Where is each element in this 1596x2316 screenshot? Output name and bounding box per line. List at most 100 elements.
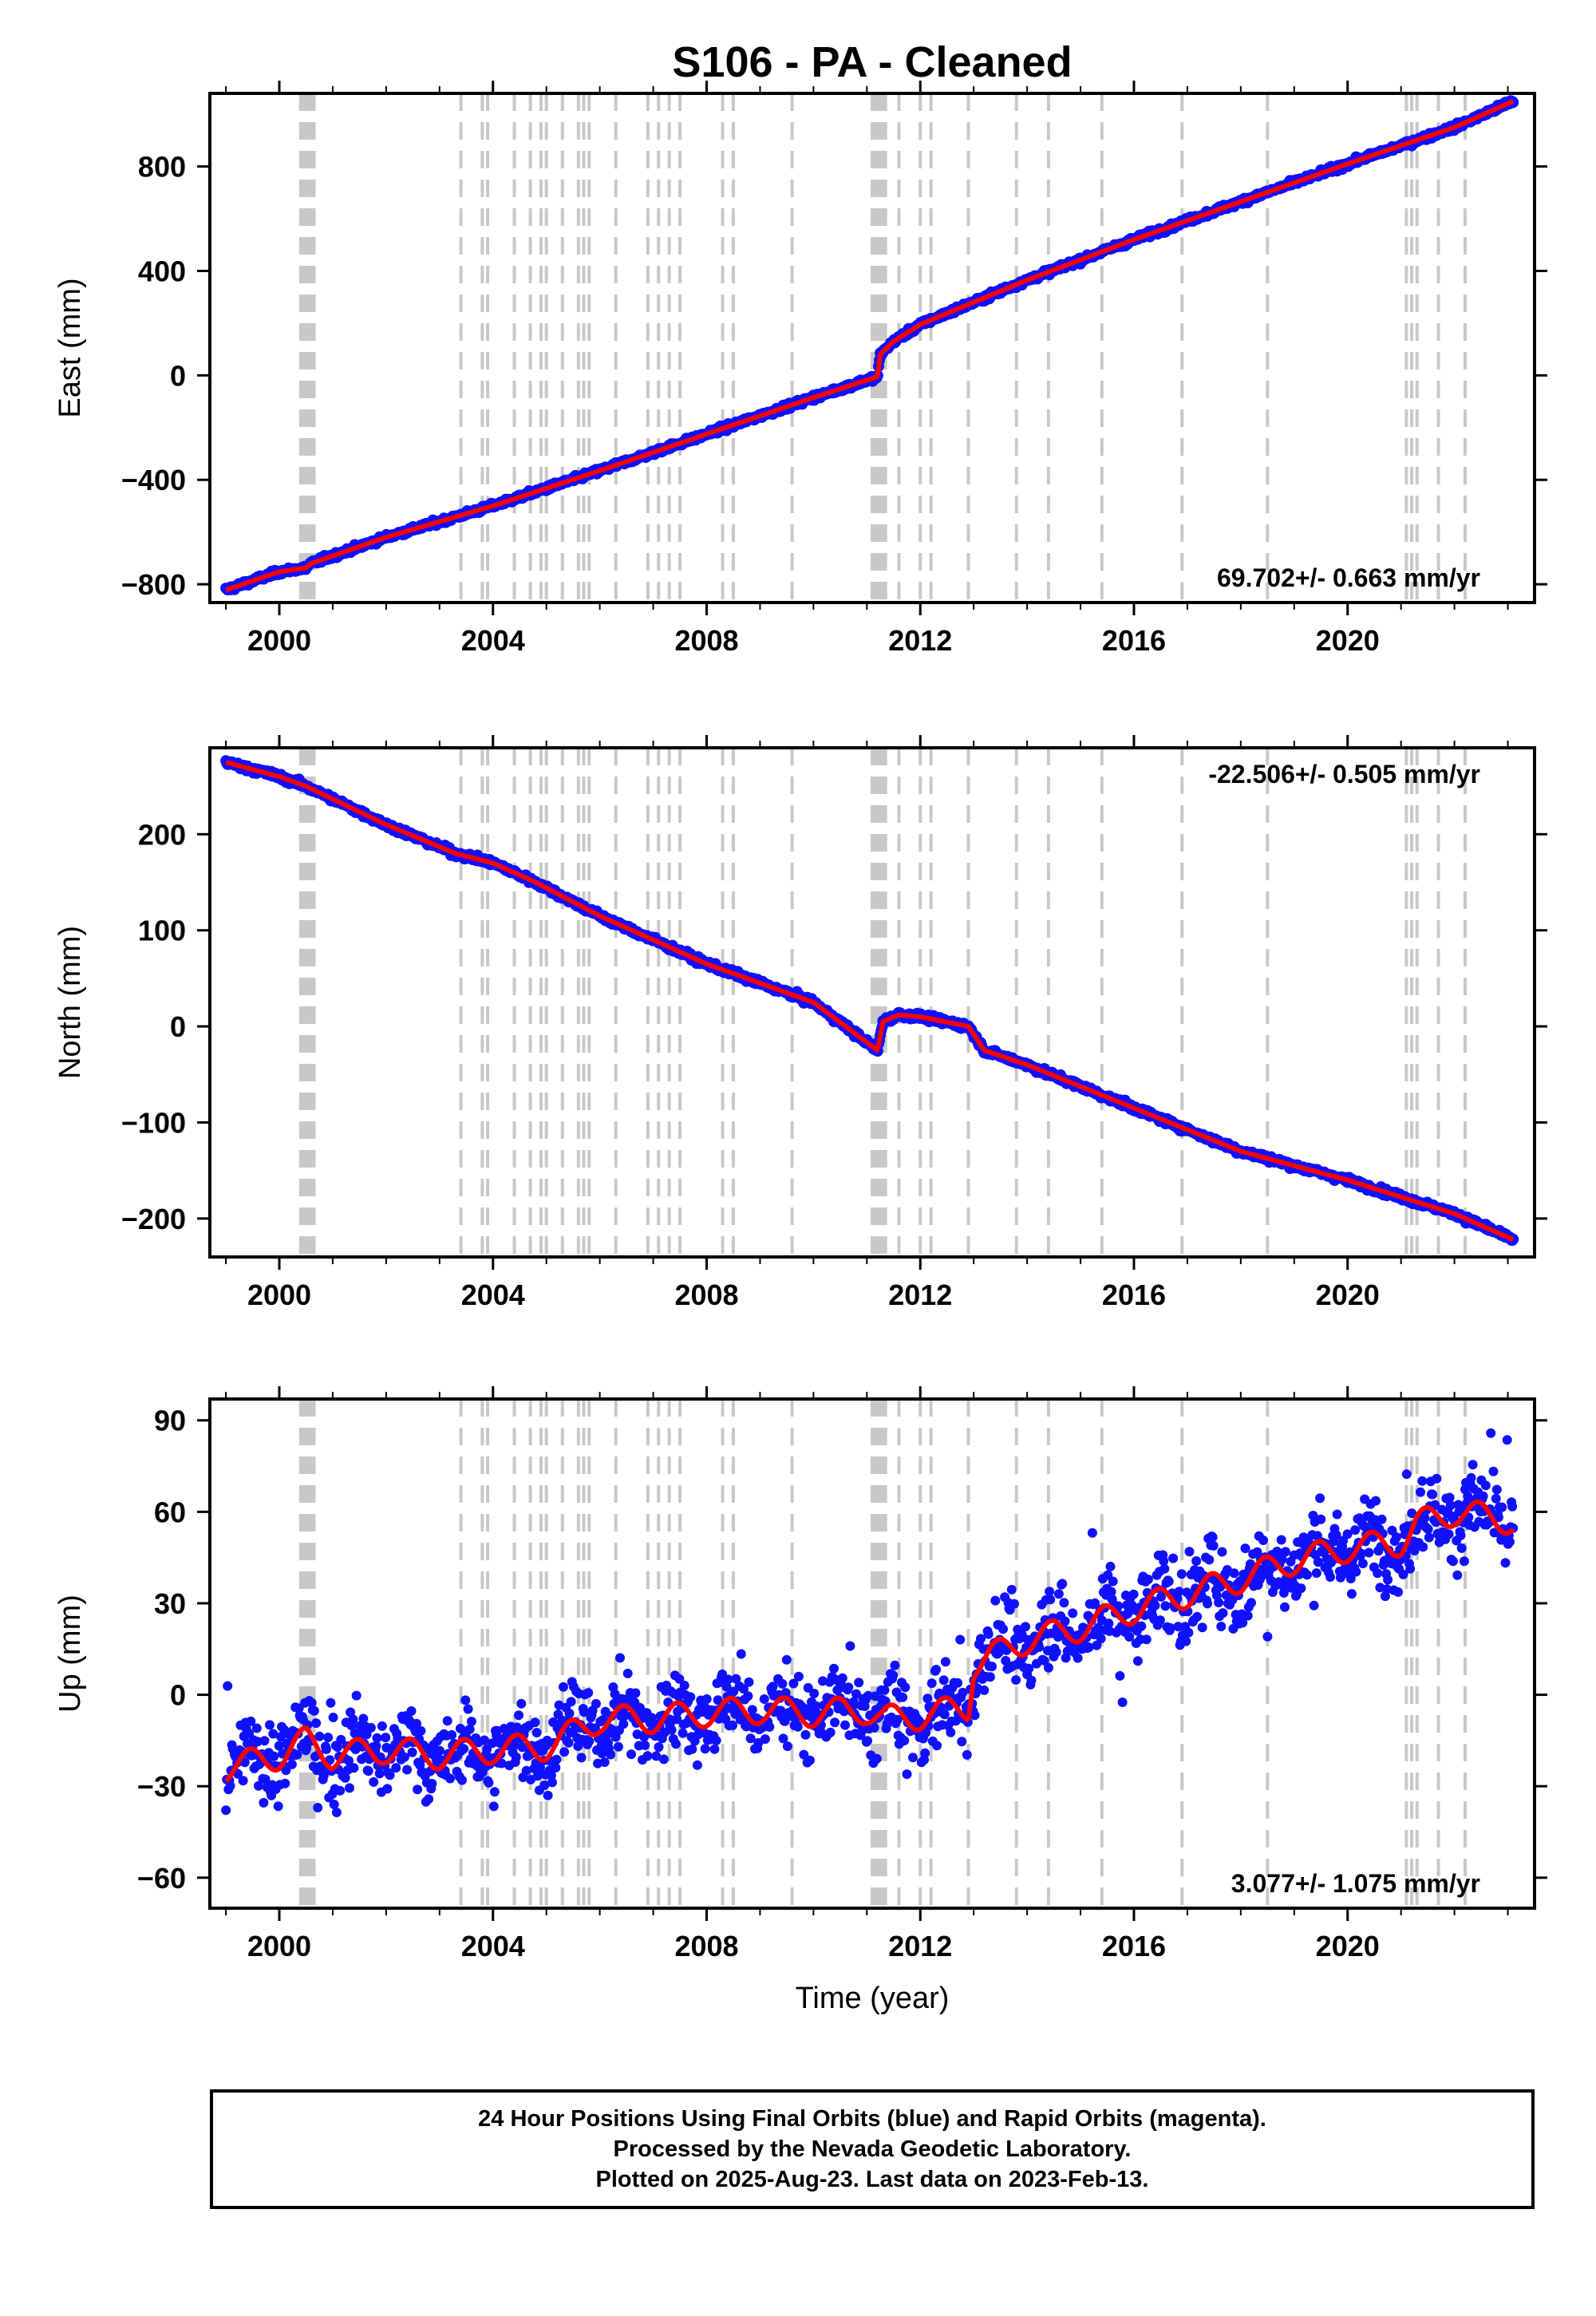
data-point — [778, 1733, 788, 1744]
data-point — [760, 1734, 770, 1745]
plot-frame — [208, 92, 1536, 604]
data-point — [1026, 1675, 1037, 1686]
data-point — [1214, 1598, 1224, 1607]
data-point — [551, 1763, 561, 1773]
data-point — [728, 1720, 737, 1730]
data-point — [851, 1689, 861, 1699]
data-point — [938, 1675, 949, 1686]
data-point — [280, 1778, 290, 1788]
data-point — [377, 1721, 387, 1731]
data-point — [599, 1757, 610, 1767]
data-point — [1165, 1623, 1175, 1633]
data-point — [1459, 1556, 1469, 1567]
y-axis-label: North (mm) — [53, 926, 87, 1079]
data-point — [1316, 1514, 1326, 1524]
data-point — [358, 1713, 369, 1724]
data-point — [1136, 1621, 1147, 1631]
data-point — [496, 1758, 507, 1769]
x-tick-label: 2004 — [461, 624, 525, 657]
data-point — [1108, 1576, 1118, 1587]
data-point — [1448, 1556, 1458, 1567]
plot-frame — [208, 746, 1536, 1259]
data-point — [990, 1595, 1001, 1606]
data-point — [559, 1682, 568, 1692]
model-curve — [224, 1499, 1515, 1783]
data-point — [743, 1691, 753, 1701]
data-point — [1277, 1554, 1287, 1564]
data-point — [583, 1688, 594, 1698]
data-point — [932, 1741, 942, 1751]
data-point — [1296, 1583, 1306, 1594]
data-point — [626, 1749, 636, 1760]
data-point — [489, 1787, 500, 1797]
panel-up: 2000 2004 2008 2012 2016 20209060300−30−60Up … — [53, 1386, 1547, 1962]
data-point — [1383, 1575, 1393, 1585]
data-point — [547, 1777, 557, 1788]
data-point — [1057, 1579, 1068, 1589]
data-point — [543, 1790, 553, 1800]
data-point — [1001, 1655, 1011, 1666]
data-point — [1207, 1532, 1218, 1543]
data-point — [372, 1733, 382, 1743]
data-point — [464, 1724, 475, 1734]
data-point — [723, 1674, 733, 1685]
data-point — [1039, 1655, 1049, 1666]
data-point — [1346, 1589, 1357, 1599]
data-point — [382, 1784, 393, 1794]
data-point — [1246, 1598, 1256, 1608]
data-point — [348, 1714, 358, 1725]
data-point — [739, 1684, 749, 1694]
data-point — [1278, 1587, 1289, 1598]
data-point — [940, 1657, 950, 1667]
data-point — [1418, 1542, 1428, 1552]
data-point — [879, 1685, 890, 1695]
data-point — [800, 1729, 811, 1740]
data-point — [640, 1740, 650, 1750]
data-point — [950, 1716, 961, 1726]
data-point — [530, 1717, 540, 1728]
data-point — [701, 1694, 712, 1704]
data-point — [1203, 1599, 1213, 1609]
data-point — [1281, 1547, 1290, 1557]
data-point — [804, 1755, 815, 1765]
data-point — [1391, 1532, 1401, 1543]
data-point — [863, 1736, 872, 1746]
rate-label: 69.702+/- 0.663 mm/yr — [1217, 563, 1480, 592]
data-point — [1377, 1514, 1387, 1524]
model-curve — [225, 760, 1515, 1243]
data-point — [1068, 1608, 1078, 1618]
data-point — [1401, 1469, 1412, 1480]
data-point — [1364, 1547, 1374, 1558]
x-tick-label: 2004 — [461, 1279, 525, 1311]
data-point — [281, 1765, 291, 1776]
data-point — [700, 1744, 710, 1754]
data-point — [1488, 1466, 1499, 1476]
data-point — [406, 1706, 417, 1716]
y-tick-label: 0 — [170, 359, 186, 392]
data-point — [333, 1742, 342, 1753]
data-point — [535, 1762, 545, 1773]
data-point — [711, 1735, 721, 1745]
data-point — [466, 1717, 476, 1727]
data-point — [654, 1742, 664, 1753]
data-point — [306, 1697, 317, 1708]
data-point — [1117, 1697, 1128, 1707]
data-point — [511, 1752, 521, 1762]
data-point — [863, 1690, 873, 1701]
data-point — [606, 1749, 616, 1760]
data-point — [1115, 1670, 1125, 1681]
data-point — [898, 1692, 908, 1702]
data-point — [1445, 1500, 1456, 1511]
y-tick-label: 400 — [138, 255, 186, 287]
data-point — [1073, 1653, 1083, 1663]
data-point — [1325, 1572, 1335, 1582]
data-point — [1168, 1553, 1179, 1563]
data-point — [809, 1689, 820, 1698]
data-point — [1163, 1576, 1174, 1587]
data-point — [1398, 1569, 1408, 1579]
data-point — [998, 1624, 1008, 1634]
data-point — [251, 1723, 262, 1733]
x-axis-label: Time (year) — [796, 1982, 950, 2015]
data-point — [744, 1677, 754, 1687]
data-point — [225, 1780, 235, 1791]
